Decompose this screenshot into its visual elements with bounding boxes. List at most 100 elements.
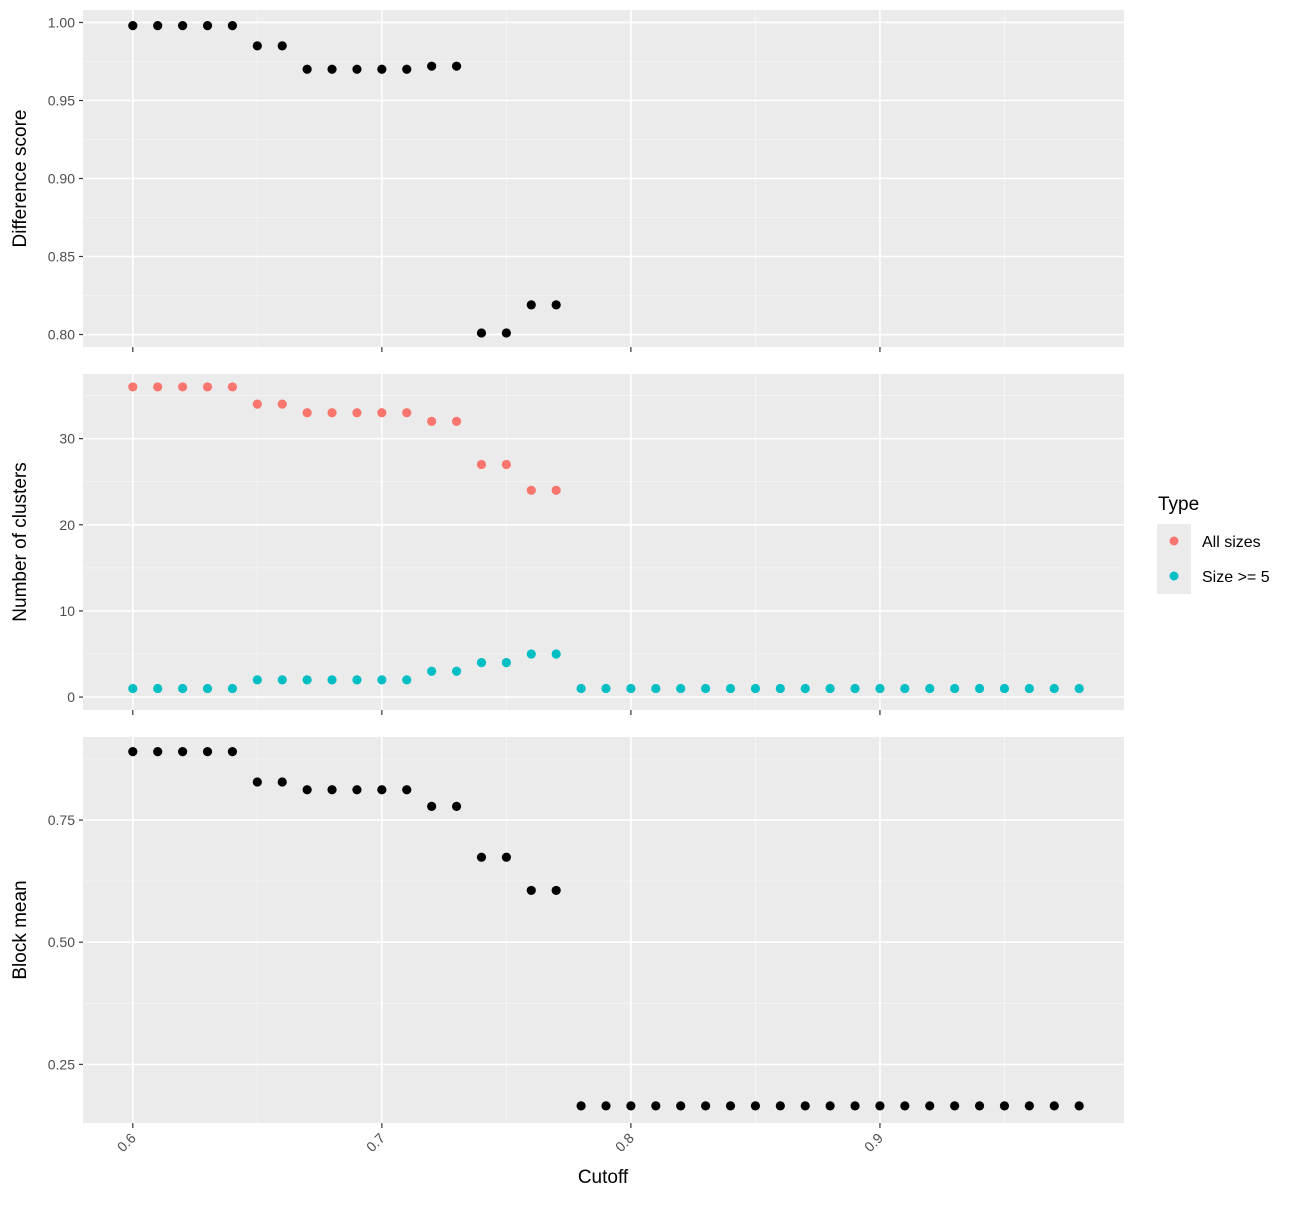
data-point: [551, 300, 561, 310]
y-tick-label: 0.25: [48, 1056, 75, 1072]
data-point: [1049, 683, 1059, 694]
y-tick-label: 0.95: [48, 92, 75, 108]
data-point: [651, 683, 661, 694]
data-point: [377, 64, 387, 74]
data-point: [999, 683, 1010, 694]
data-point: [277, 41, 287, 51]
panel-background: [83, 737, 1124, 1123]
data-point: [501, 459, 511, 470]
data-point: [825, 683, 835, 694]
data-point: [327, 408, 337, 418]
data-point: [1074, 683, 1084, 694]
x-tick-label: 0.9: [861, 1130, 886, 1155]
data-point: [352, 64, 362, 74]
data-point: [277, 399, 287, 409]
data-point: [651, 1101, 661, 1111]
data-point: [775, 1101, 785, 1111]
x-tick-label: 0.6: [114, 1130, 139, 1155]
data-point: [128, 21, 138, 31]
data-point: [227, 382, 238, 392]
data-point: [476, 328, 487, 338]
data-point: [427, 61, 437, 71]
data-point: [402, 64, 412, 74]
y-tick-label: 1.00: [48, 14, 75, 30]
data-point: [875, 1101, 885, 1111]
series-all-sizes: [128, 382, 561, 495]
series-series-1: [128, 21, 561, 338]
data-point: [501, 658, 511, 668]
legend-label-size-5: Size >= 5: [1202, 569, 1270, 586]
legend-key-size-5: [1169, 571, 1179, 581]
data-point: [128, 683, 138, 694]
data-point: [277, 777, 287, 787]
data-point: [750, 683, 761, 694]
data-point: [451, 801, 462, 811]
x-tick-label: 0.8: [612, 1130, 637, 1155]
legend-box: [1157, 524, 1191, 594]
data-point: [950, 1101, 960, 1111]
data-point: [850, 1101, 860, 1111]
y-axis-title: Difference score: [10, 110, 31, 248]
data-point: [377, 408, 387, 418]
legend: Type All sizes Size >= 5: [1157, 494, 1270, 594]
data-point: [277, 675, 287, 685]
data-point: [1049, 1101, 1059, 1111]
data-point: [402, 785, 412, 795]
legend-label-all-sizes: All sizes: [1202, 534, 1261, 551]
data-point: [576, 1101, 586, 1111]
data-point: [202, 382, 213, 392]
data-point: [626, 1101, 636, 1111]
data-point: [252, 675, 262, 685]
data-point: [352, 408, 362, 418]
y-tick-label: 30: [59, 431, 75, 447]
data-point: [701, 1101, 711, 1111]
data-point: [601, 683, 611, 694]
data-point: [352, 675, 362, 685]
data-point: [526, 649, 536, 659]
data-point: [526, 885, 536, 896]
data-point: [526, 485, 536, 495]
data-point: [153, 382, 163, 392]
data-point: [451, 416, 462, 426]
data-point: [202, 747, 213, 757]
y-tick-label: 0.90: [48, 171, 75, 187]
data-point: [178, 21, 188, 31]
series-size-5: [128, 649, 1084, 694]
legend-title: Type: [1158, 494, 1199, 515]
data-point: [153, 21, 163, 31]
data-point: [725, 1101, 736, 1111]
data-point: [128, 382, 138, 392]
data-point: [601, 1101, 611, 1111]
data-point: [178, 382, 188, 392]
data-point: [451, 61, 462, 71]
data-point: [227, 21, 238, 31]
data-point: [701, 683, 711, 694]
x-axis: 0.6 0.7 0.8 0.9: [114, 1130, 886, 1155]
data-point: [327, 785, 337, 795]
data-point: [302, 785, 312, 795]
data-point: [775, 683, 785, 694]
data-point: [352, 785, 362, 795]
data-point: [252, 399, 262, 409]
data-point: [750, 1101, 761, 1111]
data-point: [153, 747, 163, 757]
data-point: [999, 1101, 1010, 1111]
y-tick-label: 0.50: [48, 934, 75, 950]
data-point: [800, 683, 810, 694]
data-point: [1074, 1101, 1084, 1111]
data-point: [900, 683, 910, 694]
data-point: [925, 683, 935, 694]
data-point: [327, 64, 337, 74]
y-tick-label: 0.85: [48, 249, 75, 265]
data-point: [302, 64, 312, 74]
data-point: [501, 852, 511, 862]
data-point: [427, 666, 437, 676]
data-point: [1024, 683, 1034, 694]
data-point: [153, 683, 163, 694]
data-point: [551, 649, 561, 659]
data-point: [427, 416, 437, 426]
data-point: [925, 1101, 935, 1111]
panel-2: 0 10 20 30 Number of clusters: [10, 374, 1124, 715]
data-point: [875, 683, 885, 694]
